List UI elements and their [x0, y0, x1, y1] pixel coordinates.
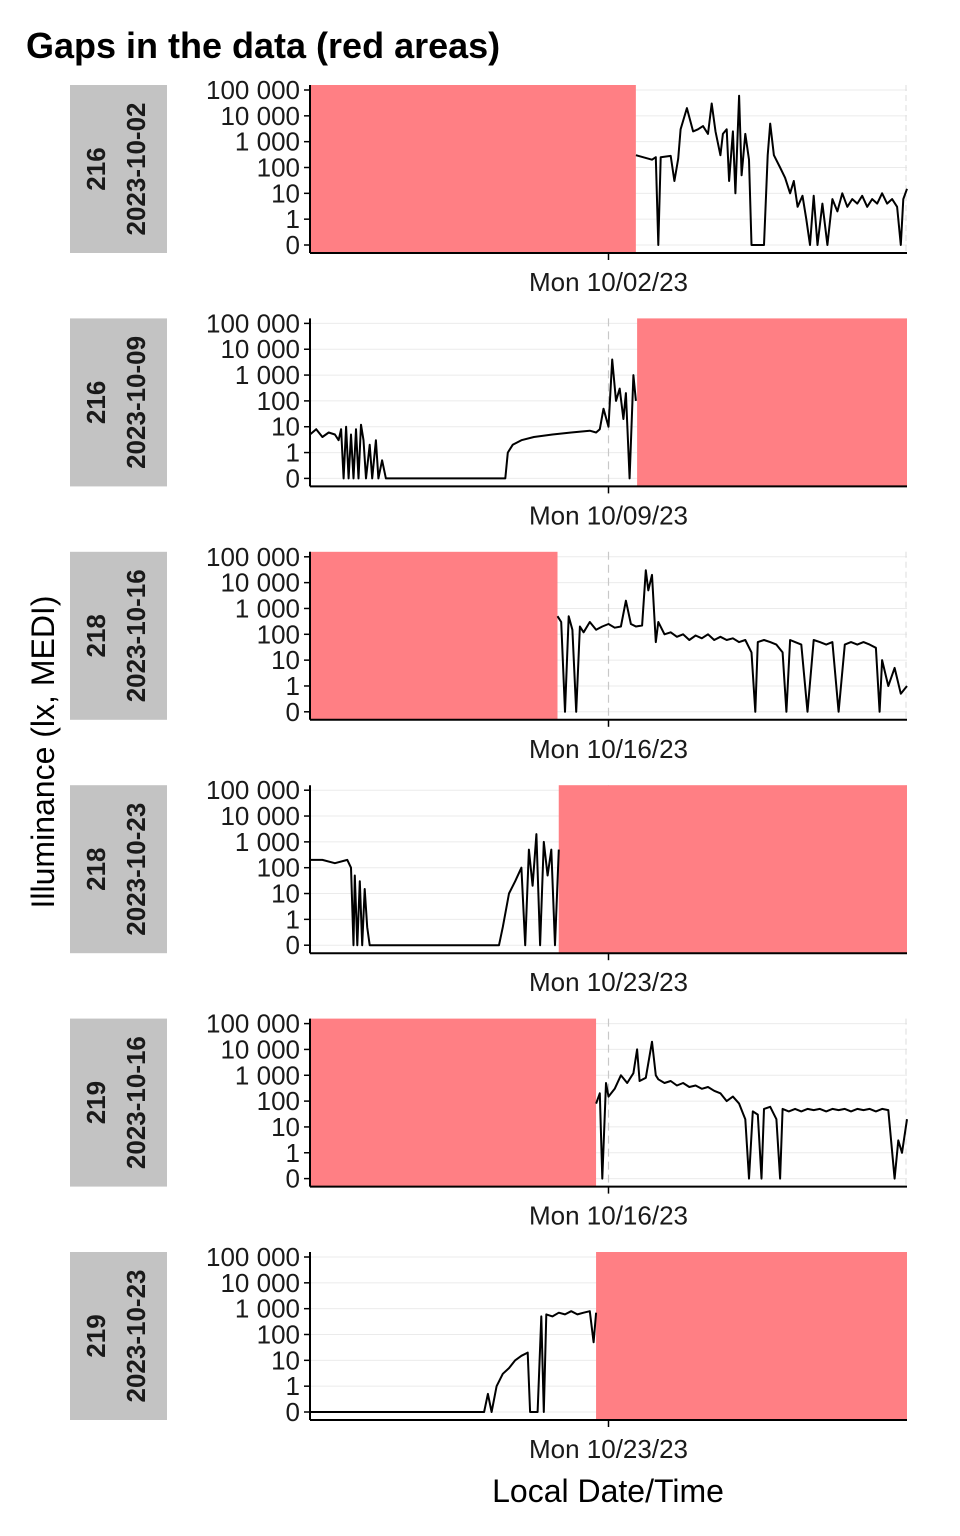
y-tick-label: 10 [271, 412, 300, 442]
illuminance-line [635, 94, 908, 246]
y-tick-label: 1 000 [235, 827, 300, 857]
y-tick-label: 0 [286, 230, 300, 260]
y-tick-label: 1 000 [235, 593, 300, 623]
y-tick-label: 10 000 [220, 1268, 300, 1298]
y-tick-label: 1 [286, 671, 300, 701]
facet-strip [70, 1252, 167, 1420]
y-tick-label: 1 000 [235, 360, 300, 390]
y-tick-label: 10 [271, 1112, 300, 1142]
strip-label-week: 2023-10-16 [121, 1036, 151, 1169]
facet-strip [70, 1018, 167, 1187]
y-tick-label: 100 000 [206, 775, 300, 805]
x-tick-label: Mon 10/23/23 [529, 1434, 688, 1464]
y-tick-label: 100 [257, 853, 300, 883]
y-tick-label: 0 [286, 1164, 300, 1194]
x-tick-label: Mon 10/02/23 [529, 267, 688, 297]
strip-label-week: 2023-10-16 [121, 569, 151, 702]
strip-label-week: 2023-10-02 [121, 103, 151, 236]
y-tick-label: 10 000 [220, 101, 300, 131]
x-tick-label: Mon 10/16/23 [529, 1201, 688, 1231]
illuminance-line [310, 1310, 598, 1413]
facet-strip [70, 318, 167, 487]
x-axis-title: Local Date/Time [492, 1473, 724, 1509]
gap-area [310, 85, 636, 253]
y-tick-label: 1 [286, 438, 300, 468]
y-tick-label: 1 000 [235, 1060, 300, 1090]
illuminance-line [556, 569, 908, 713]
y-tick-label: 10 [271, 1345, 300, 1375]
strip-label-week: 2023-10-23 [121, 803, 151, 936]
y-tick-label: 10 000 [220, 801, 300, 831]
y-tick-label: 100 000 [206, 542, 300, 572]
gap-area [310, 551, 558, 720]
y-tick-label: 100 [257, 1086, 300, 1116]
strip-label-week: 2023-10-09 [121, 336, 151, 469]
y-tick-label: 1 [286, 204, 300, 234]
strip-label-id: 218 [81, 614, 111, 657]
strip-label-id: 216 [81, 381, 111, 424]
strip-label-week: 2023-10-23 [121, 1270, 151, 1403]
gap-area [596, 1252, 907, 1420]
y-tick-label: 10 000 [220, 1034, 300, 1064]
strip-label-id: 216 [81, 147, 111, 190]
y-tick-label: 100 000 [206, 1009, 300, 1039]
y-tick-label: 100 [257, 1320, 300, 1350]
gap-area [637, 318, 907, 487]
strip-label-id: 219 [81, 1081, 111, 1124]
chart-title: Gaps in the data (red areas) [26, 25, 500, 66]
y-tick-label: 0 [286, 1397, 300, 1427]
y-tick-label: 10 [271, 645, 300, 675]
y-tick-label: 100 000 [206, 308, 300, 338]
y-tick-label: 10 000 [220, 334, 300, 364]
strip-label-id: 219 [81, 1314, 111, 1357]
y-tick-label: 100 000 [206, 1242, 300, 1272]
y-tick-label: 10 [271, 178, 300, 208]
y-tick-label: 100 000 [206, 75, 300, 105]
y-tick-label: 0 [286, 463, 300, 493]
x-tick-label: Mon 10/23/23 [529, 967, 688, 997]
y-tick-label: 1 000 [235, 127, 300, 157]
y-tick-label: 100 [257, 153, 300, 183]
y-tick-label: 10 000 [220, 568, 300, 598]
illuminance-line [309, 358, 637, 480]
facet-strip [70, 85, 167, 253]
y-tick-label: 0 [286, 697, 300, 727]
gap-area [310, 1018, 597, 1187]
y-tick-label: 10 [271, 879, 300, 909]
illuminance-line [595, 1040, 908, 1180]
y-tick-label: 100 [257, 386, 300, 416]
y-tick-label: 1 [286, 1371, 300, 1401]
y-axis-title: Illuminance (lx, MEDI) [25, 596, 61, 909]
strip-label-id: 218 [81, 848, 111, 891]
facet-strip [70, 551, 167, 720]
y-tick-label: 0 [286, 930, 300, 960]
y-tick-label: 100 [257, 619, 300, 649]
x-tick-label: Mon 10/16/23 [529, 734, 688, 764]
illuminance-line [310, 833, 560, 947]
gap-area [558, 785, 907, 954]
y-tick-label: 1 [286, 904, 300, 934]
x-tick-label: Mon 10/09/23 [529, 500, 688, 530]
y-tick-label: 1 [286, 1138, 300, 1168]
facet-strip [70, 785, 167, 954]
y-tick-label: 1 000 [235, 1294, 300, 1324]
